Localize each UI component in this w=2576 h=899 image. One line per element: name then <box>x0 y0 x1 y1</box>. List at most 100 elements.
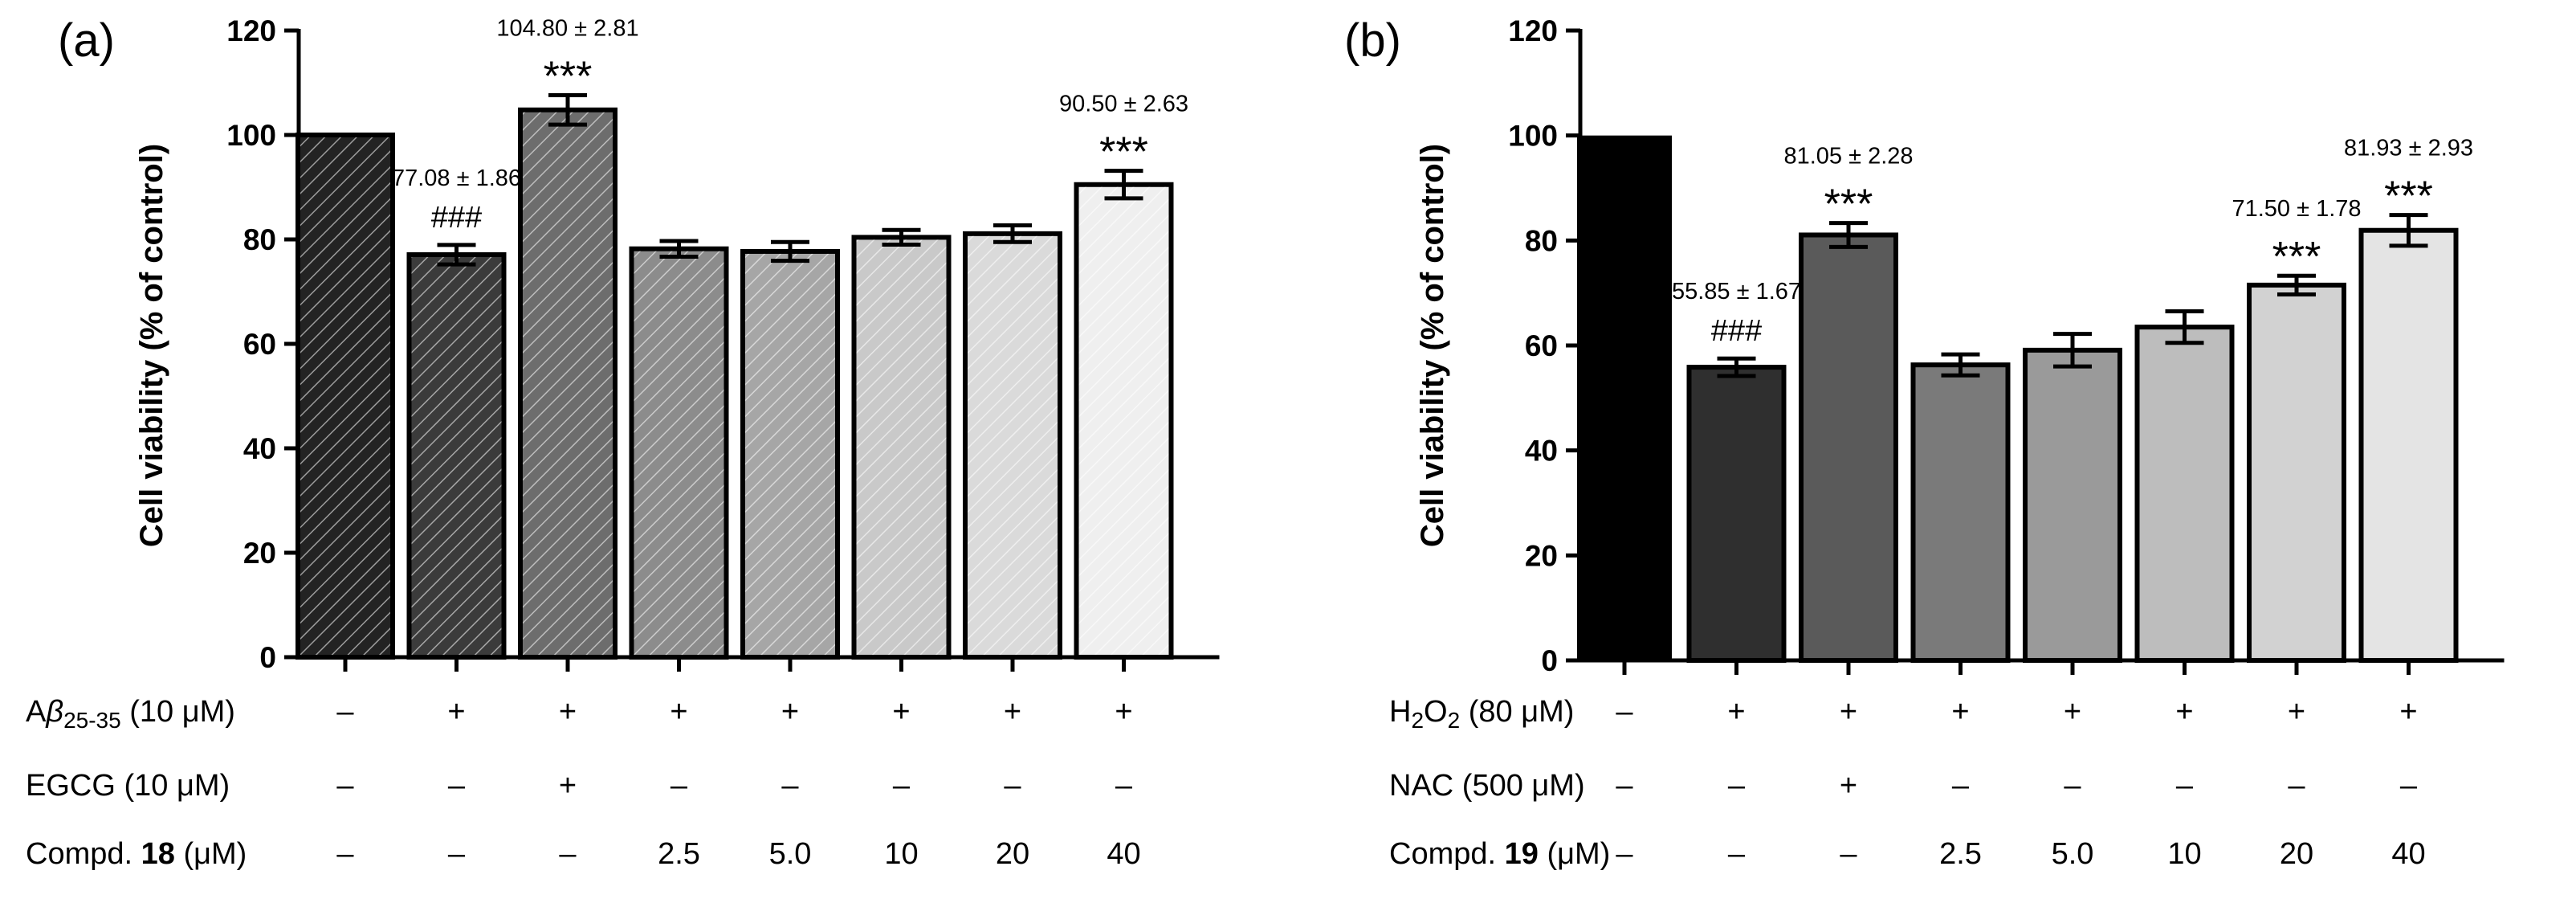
label-bold: 19 <box>1505 837 1539 871</box>
condition-value: 5.0 <box>769 837 812 871</box>
y-tick-label: 0 <box>1541 644 1558 677</box>
condition-value: – <box>448 769 466 803</box>
y-tick-label: 60 <box>1525 329 1558 362</box>
label-text: A <box>26 695 47 729</box>
bar-hatch <box>745 253 835 655</box>
condition-label: EGCG (10 μM) <box>26 769 230 803</box>
condition-value: – <box>893 769 911 803</box>
condition-value: – <box>1616 769 1633 803</box>
condition-value: – <box>559 837 577 871</box>
condition-value: + <box>781 695 799 729</box>
y-tick-label: 100 <box>226 119 276 152</box>
bar-group <box>2134 325 2235 663</box>
condition-value: – <box>448 837 466 871</box>
condition-value: – <box>2176 769 2194 803</box>
bar <box>2023 347 2122 663</box>
bar-group <box>1910 362 2011 663</box>
bar-hatch <box>411 256 502 655</box>
bar <box>1686 365 1787 663</box>
value-label: 81.93 ± 2.93 <box>2344 136 2473 161</box>
panel-label: (b) <box>1344 14 1401 67</box>
bar-group <box>2358 227 2459 663</box>
y-tick-label: 80 <box>1525 224 1558 257</box>
condition-value: + <box>2064 695 2081 729</box>
value-label: 81.05 ± 2.28 <box>1783 144 1913 170</box>
label-text: (10 μM) <box>121 695 235 729</box>
y-tick-label: 40 <box>243 432 276 465</box>
condition-value: – <box>1728 769 1746 803</box>
bar-group <box>406 251 507 660</box>
y-tick-label: 20 <box>243 537 276 570</box>
condition-value: + <box>1727 695 1745 729</box>
value-label: 104.80 ± 2.81 <box>496 16 638 42</box>
label-text: (μM) <box>1539 837 1610 871</box>
condition-label: Compd. 19 (μM) <box>1389 837 1610 871</box>
condition-value: – <box>2400 769 2418 803</box>
condition-value: + <box>1840 769 1857 803</box>
label-text: Compd. <box>1389 837 1505 871</box>
condition-value: + <box>2399 695 2417 729</box>
condition-value: – <box>670 769 688 803</box>
condition-value: – <box>1616 837 1633 871</box>
bar-hatch <box>968 235 1058 656</box>
y-tick-label: 20 <box>1525 539 1558 572</box>
condition-value: + <box>892 695 910 729</box>
condition-value: + <box>1115 695 1132 729</box>
panel-label: (a) <box>58 14 115 67</box>
label-subscript: 2 <box>1411 708 1424 733</box>
bar-hatch <box>634 251 724 655</box>
significance-label: ### <box>431 201 482 235</box>
condition-value: + <box>559 769 577 803</box>
y-tick-label: 40 <box>1525 435 1558 468</box>
bar-group <box>518 107 618 660</box>
condition-label: NAC (500 μM) <box>1389 769 1585 803</box>
bar-group <box>1799 232 1898 663</box>
significance-label: *** <box>2384 174 2433 220</box>
condition-value: + <box>447 695 465 729</box>
value-label: 90.50 ± 2.63 <box>1059 92 1188 117</box>
bar-hatch <box>300 137 390 655</box>
condition-label: H2O2 (80 μM) <box>1389 695 1574 733</box>
condition-value: – <box>1840 837 1857 871</box>
condition-value: – <box>1616 695 1633 729</box>
bar-group <box>2023 347 2122 663</box>
y-tick-label: 100 <box>1508 120 1558 153</box>
panel-a: (a) 0 20 40 60 80 100 120 Cell viability (% of c… <box>26 14 1220 871</box>
bar-group <box>1686 365 1787 663</box>
y-tick-label: 0 <box>259 641 276 674</box>
bar-hatch <box>1078 186 1169 655</box>
bar <box>1799 232 1898 663</box>
label-subscript: 25-35 <box>63 708 121 733</box>
condition-value: – <box>336 837 354 871</box>
value-label: 55.85 ± 1.67 <box>1672 279 1801 304</box>
condition-value: + <box>1004 695 1021 729</box>
condition-value: – <box>1115 769 1133 803</box>
value-label: 71.50 ± 1.78 <box>2232 196 2361 222</box>
y-tick-label: 60 <box>243 328 276 361</box>
condition-value: 20 <box>996 837 1029 871</box>
label-text: NAC (500 μM) <box>1389 769 1585 803</box>
bar-group <box>740 248 840 660</box>
condition-label: Compd. 18 (μM) <box>26 837 247 871</box>
condition-label: Aβ25-35 (10 μM) <box>26 695 235 733</box>
condition-value: – <box>781 769 799 803</box>
condition-value: – <box>1004 769 1021 803</box>
y-axis-label: Cell viability (% of control) <box>1415 144 1450 547</box>
bar-group <box>629 246 729 660</box>
condition-value: 40 <box>2391 837 2425 871</box>
label-text: H <box>1389 695 1411 729</box>
bar <box>2358 227 2459 663</box>
bar-group <box>1074 182 1174 660</box>
bar <box>2134 325 2235 663</box>
condition-value: + <box>1951 695 1969 729</box>
condition-value: – <box>2064 769 2081 803</box>
bar-hatch <box>856 239 947 655</box>
significance-label: ### <box>1711 314 1762 348</box>
bar-group <box>2247 282 2346 663</box>
bar-hatch <box>523 112 613 656</box>
significance-label: *** <box>1824 182 1873 228</box>
condition-value: + <box>559 695 577 729</box>
significance-label: *** <box>2272 234 2321 280</box>
label-text: (80 μM) <box>1460 695 1574 729</box>
